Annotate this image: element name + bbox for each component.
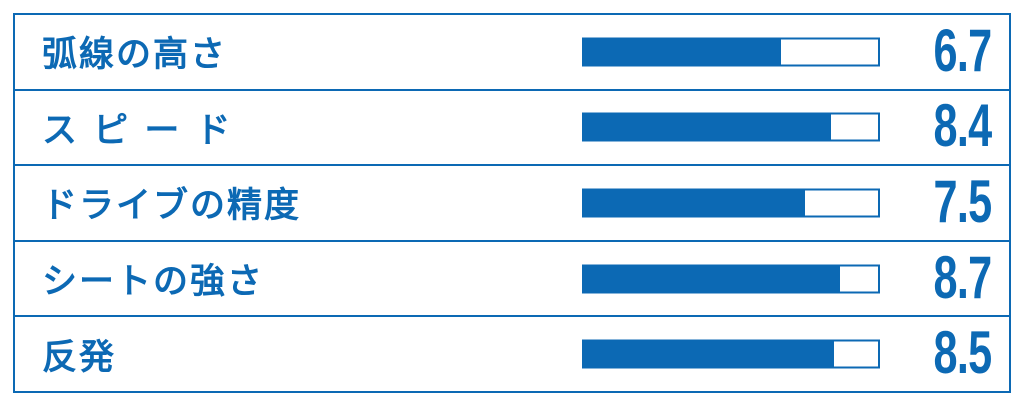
rating-bar-fill [584,39,781,65]
rating-bar-track [582,188,880,218]
rating-bar-fill [584,266,840,292]
rating-bar-track [582,37,880,67]
rating-bar-fill [584,341,834,367]
rating-value: 8.4 [933,92,992,160]
attribute-label: シートの強さ [42,262,265,303]
rating-value: 7.5 [933,167,992,235]
rating-row-sheet-strength: シートの強さ 8.7 [15,239,1009,316]
rating-bar-track [582,339,880,369]
rating-value: 8.5 [933,318,992,386]
rating-row-drive-precision: ドライブの精度 7.5 [15,164,1009,240]
attribute-label: ス ピ ー ド [42,110,233,151]
attribute-label: 反発 [42,337,117,378]
attribute-label: 弧線の高さ [42,35,228,76]
rating-bar-fill [584,190,805,216]
rating-table: 弧線の高さ 6.7 ス ピ ー ド 8.4 ドライブの精度 7.5 シートの強さ… [13,13,1011,393]
rating-value: 8.7 [933,243,992,311]
rating-row-rebound: 反発 8.5 [15,315,1009,391]
rating-bar-fill [584,114,831,140]
rating-row-speed: ス ピ ー ド 8.4 [15,88,1009,165]
rating-value: 6.7 [933,16,992,84]
attribute-label: ドライブの精度 [42,186,302,227]
rating-bar-track [582,264,880,294]
rating-row-arc-height: 弧線の高さ 6.7 [15,15,1009,89]
rating-bar-track [582,112,880,142]
